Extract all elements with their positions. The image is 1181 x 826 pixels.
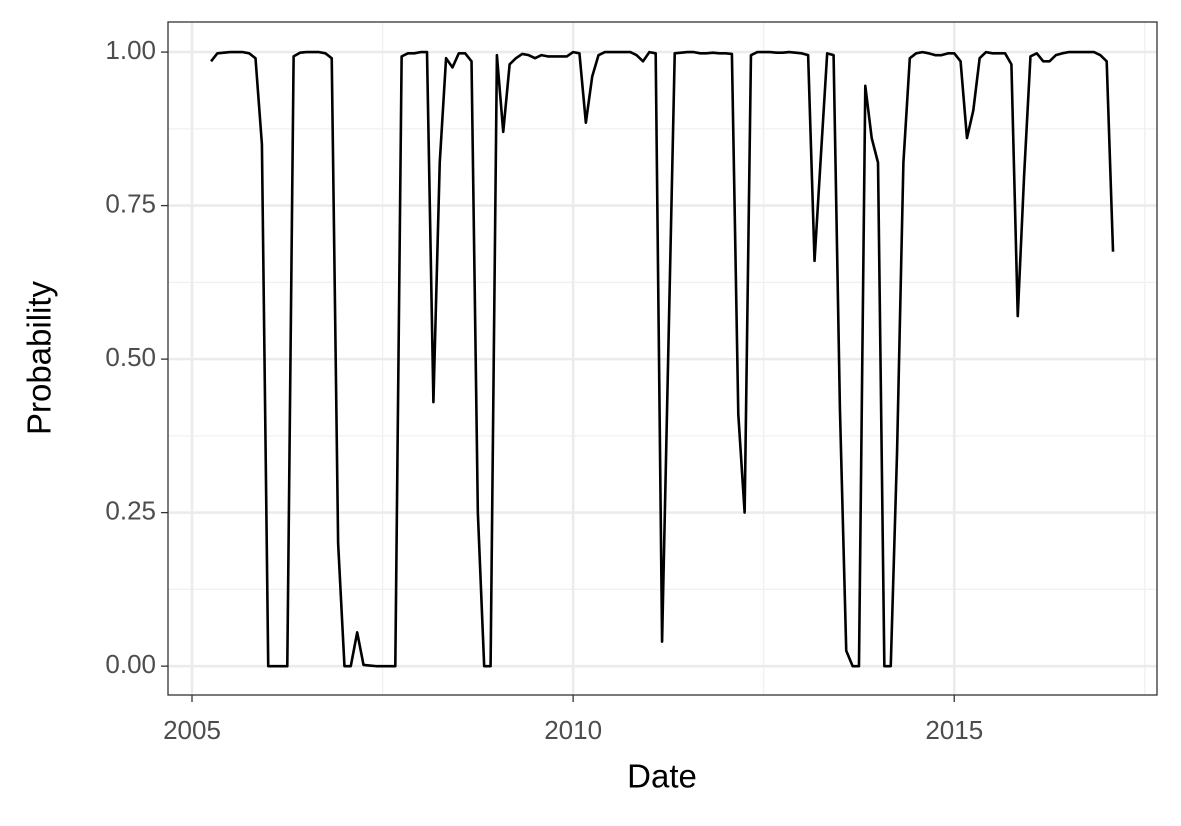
y-tick-label: 0.75 xyxy=(105,188,156,218)
y-tick-label: 0.50 xyxy=(105,342,156,372)
axes: 2005 2010 2015 0.00 0.25 0.50 0.75 1.00 xyxy=(105,35,983,745)
y-axis-title: Probability xyxy=(21,280,58,435)
plot-area xyxy=(210,50,1115,668)
y-tick-label: 0.25 xyxy=(105,496,156,526)
x-tick-label: 2010 xyxy=(544,715,602,745)
x-axis-title: Date xyxy=(627,758,697,795)
x-tick-label: 2015 xyxy=(925,715,983,745)
line xyxy=(210,50,1115,668)
y-tick-label: 1.00 xyxy=(105,35,156,65)
y-tick-label: 0.00 xyxy=(105,649,156,679)
x-tick-label: 2005 xyxy=(163,715,221,745)
